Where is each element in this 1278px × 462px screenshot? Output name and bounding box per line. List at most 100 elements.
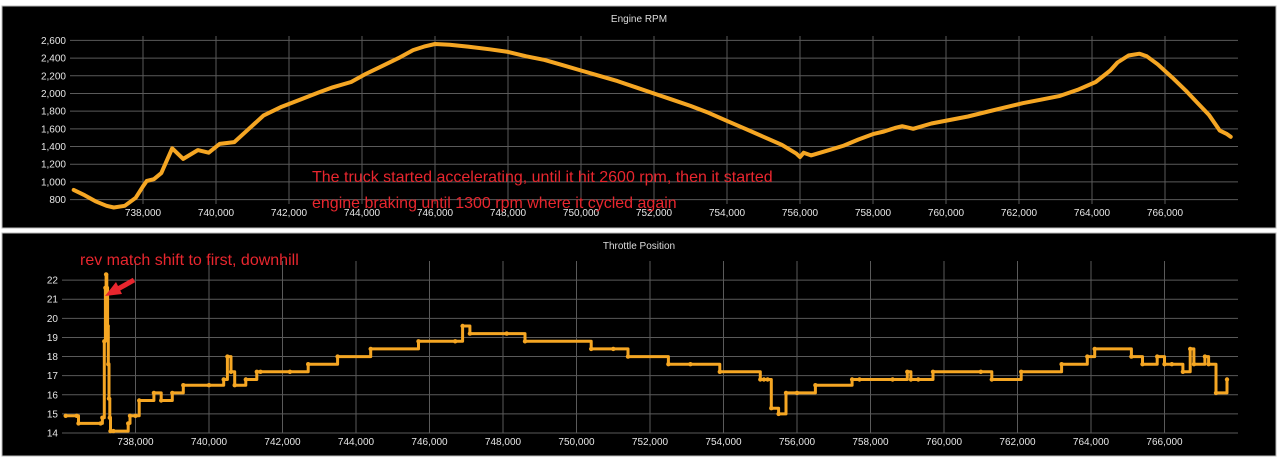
thr-data-point [905,369,910,374]
rpm-y-tick-label: 1,200 [41,160,66,171]
thr-data-point [1188,346,1193,352]
rpm-y-tick-label: 2,200 [41,71,66,82]
rpm-y-tick-label: 1,000 [41,177,66,188]
rpm-x-tick-label: 762,000 [1001,208,1038,219]
throttle-chart-title: Throttle Position [603,241,675,252]
thr-data-point [1085,354,1090,359]
throttle-series [63,272,1230,434]
thr-data-point [368,346,373,352]
thr-y-tick-label: 16 [47,390,59,401]
thr-data-point [625,354,631,359]
thr-data-point [1092,346,1097,352]
rpm-x-tick-label: 748,000 [490,208,527,219]
thr-data-point [1202,354,1208,359]
thr-y-tick-label: 18 [47,352,59,363]
thr-data-point [1155,354,1160,359]
thr-data-point [890,377,895,382]
thr-data-point [254,369,259,374]
thr-data-point [989,377,994,382]
thr-data-point [228,369,234,374]
thr-data-point [181,383,186,388]
thr-data-point [126,421,131,426]
rpm-y-tick-label: 2,000 [41,89,66,100]
thr-x-tick-label: 750,000 [558,437,595,448]
thr-data-point [1191,362,1197,367]
red-arrow-icon [105,277,136,296]
throttle-y-axis: 14 15 16 17 18 19 20 21 22 [47,276,59,440]
thr-data-point [206,383,212,388]
rpm-annotation-line-2: engine braking until 1300 rpm where it c… [312,195,677,212]
thr-data-point [1180,369,1186,374]
thr-data-point [106,396,112,401]
throttle-panel: Throttle Position 14 15 16 17 18 19 20 21 22 738… [1,232,1277,457]
thr-data-point [769,406,774,411]
thr-y-tick-label: 21 [47,295,59,306]
thr-data-point [102,339,107,344]
rpm-y-tick-label: 2,600 [41,36,66,47]
thr-data-point [1213,390,1219,396]
throttle-panel-background [1,232,1277,457]
thr-data-point [76,421,81,426]
rpm-x-tick-label: 758,000 [855,208,892,219]
thr-data-point [813,383,818,388]
thr-data-point [761,377,767,382]
rpm-x-tick-label: 740,000 [198,208,235,219]
rpm-panel: Engine RPM 800 1,000 1,200 1,400 1,600 1,800 2… [1,5,1277,229]
thr-x-tick-label: 762,000 [999,437,1036,448]
throttle-x-axis: 738,000 740,000 742,000 744,000 746,000 748,0… [117,437,1183,448]
thr-data-point [104,285,110,290]
thr-data-point [63,413,68,418]
rpm-x-tick-label: 742,000 [271,208,308,219]
thr-data-point [467,331,473,336]
thr-data-point [783,390,789,396]
thr-y-tick-label: 20 [47,314,59,325]
thr-y-tick-label: 19 [47,333,59,344]
thr-x-tick-label: 738,000 [117,437,154,448]
thr-data-point [717,369,722,374]
thr-data-point [159,398,164,403]
thr-y-tick-label: 14 [47,429,59,440]
thr-data-point [589,346,594,352]
thr-data-point [688,362,693,367]
rpm-series [71,42,1233,210]
thr-data-point [849,377,855,382]
rpm-x-tick-label: 754,000 [709,208,746,219]
rpm-y-tick-label: 1,600 [41,124,66,135]
thr-x-tick-label: 766,000 [1146,437,1183,448]
thr-x-tick-label: 746,000 [411,437,448,448]
thr-x-tick-label: 748,000 [485,437,522,448]
thr-data-point [306,362,311,367]
thr-data-point [107,415,113,420]
thr-data-point [221,377,226,382]
rpm-panel-background [1,5,1277,229]
thr-data-point [111,428,116,434]
thr-x-tick-label: 764,000 [1073,437,1110,448]
rpm-chart-title: Engine RPM [611,14,667,25]
thr-data-point [127,413,133,418]
rpm-x-tick-label: 750,000 [563,208,600,219]
thr-data-point [335,354,340,359]
thr-x-tick-label: 760,000 [926,437,963,448]
thr-data-point [611,346,616,352]
thr-data-point [98,421,103,426]
red-arrow-head [105,282,122,296]
thr-x-tick-label: 742,000 [264,437,301,448]
thr-y-tick-label: 17 [47,371,59,382]
thr-data-point [1019,369,1024,374]
thr-x-tick-label: 752,000 [632,437,669,448]
thr-data-point [287,369,293,374]
rpm-x-tick-label: 760,000 [928,208,965,219]
thr-data-point [765,377,770,382]
thr-data-point [133,413,138,418]
rpm-y-tick-label: 2,400 [41,54,66,65]
thr-data-point [930,369,936,374]
thr-x-tick-label: 740,000 [191,437,228,448]
thr-data-point [522,339,528,344]
thr-data-point [1224,377,1230,382]
thr-data-point [1162,362,1167,367]
thr-x-tick-label: 754,000 [705,437,742,448]
thr-data-point [908,377,914,382]
rpm-x-tick-label: 746,000 [417,208,454,219]
thr-data-point [1129,354,1134,359]
thr-data-point [105,323,110,329]
